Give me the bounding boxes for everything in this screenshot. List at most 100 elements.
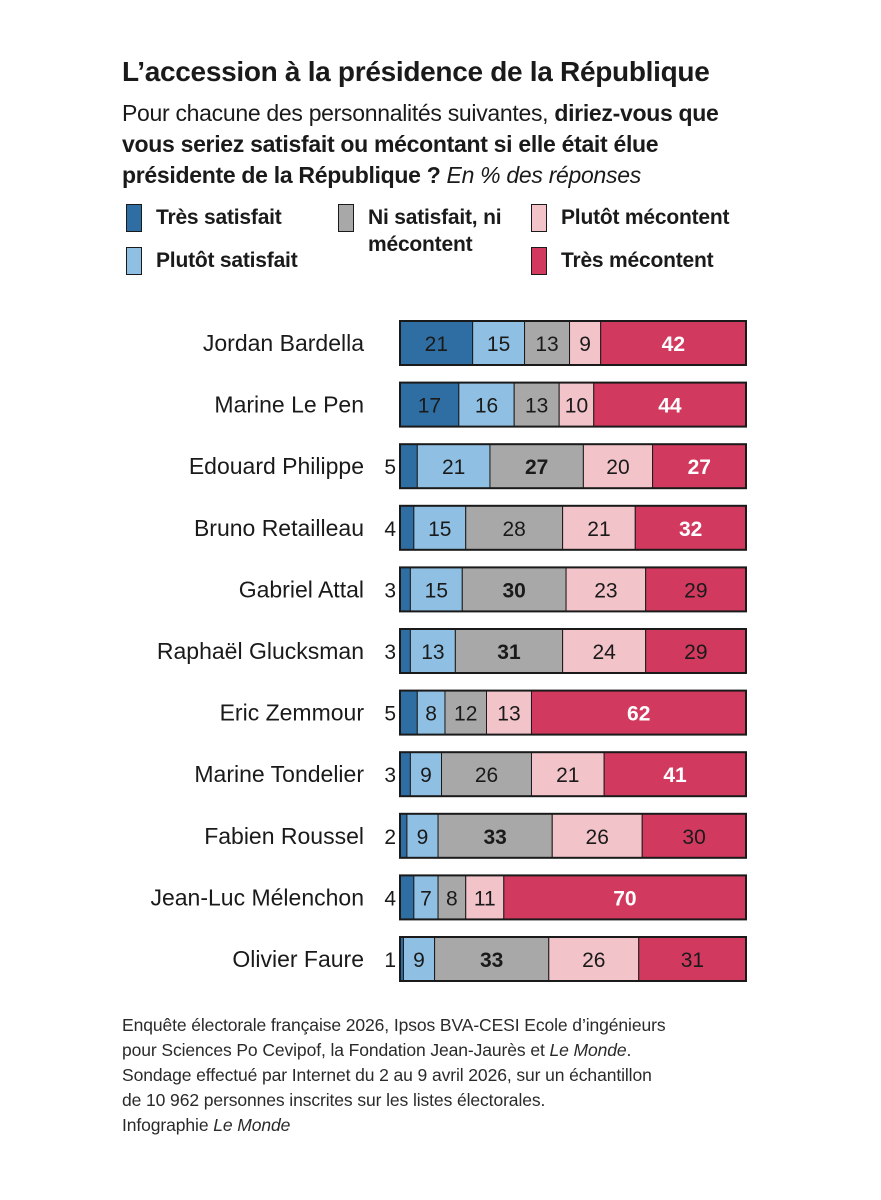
bar-segment-tres-mecontent	[593, 382, 747, 428]
data-label-tres-mecontent: 41	[663, 764, 687, 787]
bar-segment-ni-satisfait-ni-mecontent	[513, 382, 560, 428]
bar-outline	[399, 381, 747, 428]
data-label-plutot-satisfait: 9	[417, 826, 429, 849]
legend-label-ni-satisfait: Ni satisfait, ni mécontent	[368, 206, 502, 256]
data-label-ni-satisfait-ni-mecontent: 27	[525, 456, 548, 479]
source-note: Enquête électorale française 2026, Ipsos…	[122, 1013, 822, 1138]
data-label-plutot-satisfait: 15	[487, 333, 510, 356]
data-label-tres-satisfait: 1	[384, 949, 396, 972]
bar-outline	[399, 936, 747, 982]
data-label-plutot-satisfait: 9	[413, 949, 425, 972]
bar-outline	[399, 874, 747, 921]
data-label-tres-satisfait: 21	[425, 333, 448, 356]
bar-segment-tres-mecontent	[530, 690, 747, 736]
data-label-plutot-mecontent: 26	[582, 949, 605, 972]
source-line-2: pour Sciences Po Cevipof, la Fondation J…	[122, 1038, 822, 1063]
bar-segment-ni-satisfait-ni-mecontent	[461, 566, 567, 612]
data-label-ni-satisfait-ni-mecontent: 26	[475, 764, 498, 787]
data-label-tres-satisfait: 5	[384, 703, 396, 726]
data-label-tres-satisfait: 5	[384, 456, 396, 479]
bar-row-raphael-glucksman: Raphaël Glucksman 3 13 31 24 29	[157, 628, 747, 674]
credit-line: Infographie Le Monde	[122, 1113, 822, 1138]
category-label: Fabien Roussel	[204, 823, 364, 849]
legend-item-tres-mecontent: Très mécontent	[531, 247, 714, 275]
legend-swatch-tres-mecontent	[531, 247, 547, 275]
source-line-2b: Le Monde	[549, 1040, 627, 1060]
category-label: Jordan Bardella	[203, 330, 364, 356]
bar-segment-tres-satisfait	[399, 566, 411, 612]
bar-segment-plutot-satisfait	[472, 320, 526, 366]
bar-row-eric-zemmour: Eric Zemmour 5 8 12 13 62	[220, 689, 747, 736]
bar-outline	[399, 443, 747, 490]
bar-row-marine-tondelier: Marine Tondelier 3 9 26 21 41	[194, 751, 747, 798]
bar-segment-ni-satisfait-ni-mecontent	[454, 628, 564, 674]
data-label-plutot-satisfait: 7	[420, 887, 432, 910]
data-label-plutot-mecontent: 13	[497, 703, 520, 726]
data-label-plutot-mecontent: 21	[556, 764, 579, 787]
legend-item-ni-satisfait: Ni satisfait, ni mécontent	[338, 204, 518, 258]
credit-line-a: Infographie	[122, 1115, 214, 1135]
data-label-ni-satisfait-ni-mecontent: 33	[483, 826, 506, 849]
source-line-2a: pour Sciences Po Cevipof, la Fondation J…	[122, 1040, 550, 1060]
bar-segment-tres-satisfait	[399, 628, 411, 674]
bar-segment-plutot-satisfait	[402, 936, 436, 982]
bar-outline	[399, 320, 747, 366]
subtitle-unit: En % des réponses	[440, 162, 642, 188]
bar-outline	[399, 566, 747, 613]
data-label-ni-satisfait-ni-mecontent: 12	[454, 703, 477, 726]
data-label-tres-mecontent: 27	[688, 456, 711, 479]
bar-outline	[399, 628, 747, 674]
legend-swatch-plutot-mecontent	[531, 204, 547, 232]
source-line-4: de 10 962 personnes inscrites sur les li…	[122, 1090, 546, 1110]
legend-label-plutot-satisfait: Plutôt satisfait	[156, 249, 298, 272]
chart-subtitle: Pour chacune des personnalités suivantes…	[122, 98, 762, 191]
data-label-ni-satisfait-ni-mecontent: 13	[535, 333, 558, 356]
bar-segment-ni-satisfait-ni-mecontent	[437, 874, 467, 920]
data-label-ni-satisfait-ni-mecontent: 8	[446, 887, 458, 910]
legend-swatch-ni-satisfait	[338, 204, 354, 232]
data-label-plutot-satisfait: 15	[428, 518, 451, 541]
bar-outline	[399, 812, 747, 859]
bar-segment-tres-mecontent	[600, 320, 747, 366]
data-label-ni-satisfait-ni-mecontent: 13	[525, 395, 548, 418]
bar-outline	[399, 504, 747, 551]
category-label: Eric Zemmour	[220, 700, 365, 726]
data-label-plutot-mecontent: 23	[594, 579, 617, 602]
bar-segment-plutot-satisfait	[409, 628, 456, 674]
data-label-plutot-satisfait: 21	[442, 456, 465, 479]
bar-segment-tres-satisfait	[399, 505, 415, 551]
legend-swatch-tres-satisfait	[126, 204, 142, 232]
bar-segment-plutot-mecontent	[486, 690, 532, 736]
category-label: Marine Le Pen	[214, 392, 364, 418]
data-label-tres-mecontent: 29	[684, 641, 707, 664]
data-label-plutot-satisfait: 15	[425, 579, 448, 602]
data-label-tres-mecontent: 29	[684, 579, 707, 602]
bar-row-gabriel-attal: Gabriel Attal 3 15 30 23 29	[239, 566, 747, 613]
data-label-tres-mecontent: 70	[613, 887, 636, 910]
legend-label-plutot-mecontent: Plutôt mécontent	[561, 206, 730, 229]
category-label: Raphaël Glucksman	[157, 638, 364, 664]
data-label-tres-satisfait: 4	[384, 887, 396, 910]
bar-row-fabien-roussel: Fabien Roussel 2 9 33 26 30	[204, 812, 747, 859]
data-label-tres-satisfait: 3	[384, 641, 396, 664]
bar-outline	[399, 751, 747, 798]
subtitle-question: diriez-vous que vous seriez satisfait ou…	[122, 100, 719, 188]
bar-segment-tres-satisfait	[399, 874, 415, 920]
data-label-ni-satisfait-ni-mecontent: 28	[503, 518, 526, 541]
legend-item-plutot-mecontent: Plutôt mécontent	[531, 204, 729, 232]
chart-title: L’accession à la présidence de la Républ…	[122, 56, 710, 87]
data-label-tres-satisfait: 17	[418, 395, 441, 418]
bar-segment-tres-mecontent	[641, 813, 747, 859]
data-label-plutot-mecontent: 20	[606, 456, 629, 479]
bar-segment-plutot-mecontent	[582, 443, 654, 489]
data-label-plutot-mecontent: 9	[579, 333, 591, 356]
data-label-plutot-mecontent: 21	[587, 518, 610, 541]
data-label-plutot-satisfait: 13	[421, 641, 444, 664]
source-line-3: Sondage effectué par Internet du 2 au 9 …	[122, 1065, 652, 1085]
data-label-tres-mecontent: 30	[682, 826, 705, 849]
data-label-plutot-satisfait: 8	[425, 703, 437, 726]
data-label-ni-satisfait-ni-mecontent: 30	[503, 579, 526, 602]
category-label: Edouard Philippe	[189, 453, 364, 479]
data-label-tres-mecontent: 32	[679, 518, 702, 541]
